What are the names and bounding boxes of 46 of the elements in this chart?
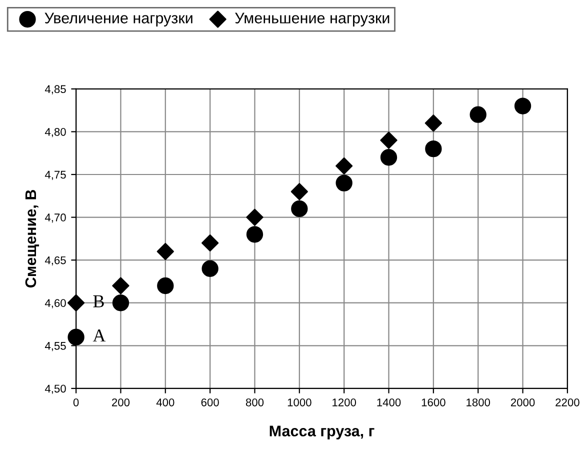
x-tick-label: 200 bbox=[112, 398, 130, 406]
y-tick-label: 4,85 bbox=[44, 85, 66, 94]
x-tick-label: 1800 bbox=[466, 398, 490, 406]
point bbox=[425, 140, 442, 158]
x-tick-label: 1600 bbox=[422, 398, 446, 406]
point bbox=[470, 106, 486, 123]
point bbox=[290, 183, 308, 200]
x-tick-label: 0 bbox=[73, 398, 79, 406]
point bbox=[68, 328, 84, 346]
point bbox=[156, 242, 174, 260]
x-tick-label: 2000 bbox=[510, 398, 535, 406]
x-axis-title: Масса груза, г bbox=[270, 426, 374, 440]
point bbox=[246, 208, 264, 226]
point bbox=[336, 174, 352, 192]
x-tick-label: 400 bbox=[156, 398, 174, 406]
y-tick-label: 4,60 bbox=[44, 299, 66, 308]
y-tick-label: 4,65 bbox=[44, 256, 66, 266]
annotation: A bbox=[92, 330, 106, 342]
y-axis-title: Смещение, В bbox=[25, 190, 40, 288]
point bbox=[202, 234, 219, 252]
point bbox=[68, 294, 85, 312]
legend-label: Увеличение нагрузки bbox=[44, 12, 192, 26]
x-tick-label: 1200 bbox=[332, 398, 356, 406]
y-tick-label: 4,70 bbox=[44, 214, 66, 223]
y-tick-label: 4,75 bbox=[44, 170, 66, 180]
legend-label: Уменьшение нагрузки bbox=[235, 12, 390, 26]
point bbox=[112, 277, 130, 294]
x-tick-label: 800 bbox=[246, 398, 264, 406]
x-tick-label: 600 bbox=[201, 398, 219, 406]
point bbox=[514, 98, 532, 114]
x-tick-label: 1400 bbox=[377, 398, 401, 406]
point bbox=[246, 226, 264, 243]
point bbox=[336, 157, 353, 174]
point bbox=[291, 200, 308, 218]
point bbox=[112, 294, 130, 312]
point bbox=[380, 149, 398, 166]
y-tick-label: 4,80 bbox=[44, 128, 66, 138]
annotation: B bbox=[93, 295, 104, 308]
y-tick-label: 4,55 bbox=[44, 342, 66, 352]
point bbox=[202, 260, 218, 277]
point bbox=[424, 114, 442, 132]
y-tick-label: 4,50 bbox=[44, 384, 66, 394]
x-tick-label: 1000 bbox=[288, 398, 312, 406]
x-tick-label: 2200 bbox=[556, 398, 580, 406]
point bbox=[157, 277, 174, 294]
point bbox=[380, 132, 398, 149]
